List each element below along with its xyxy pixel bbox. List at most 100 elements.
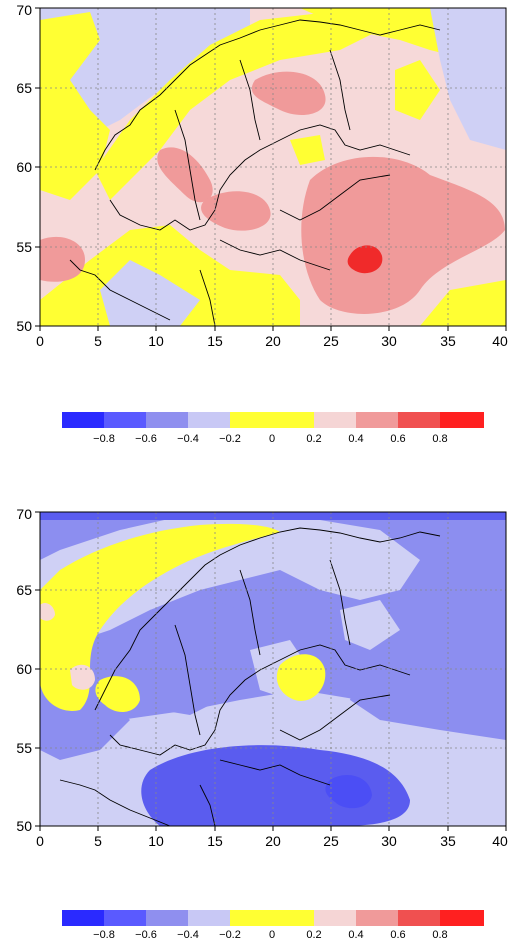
bottom-map-coastlines [59, 527, 441, 826]
field-pink-small [70, 664, 95, 690]
top-xtick-6: 30 [381, 333, 397, 349]
top-xtick-5: 25 [323, 333, 339, 349]
top-ytick-1: 55 [16, 239, 32, 255]
field-yellow-small [290, 135, 325, 165]
top-xtick-4: 20 [265, 333, 281, 349]
bottom-map-y-tick-labels: 50 55 60 65 70 [16, 506, 32, 834]
top-colorbar: −0.8 −0.6 −0.4 −0.2 0 0.2 0.4 0.6 0.8 [62, 412, 484, 445]
cb2-label-2: −0.4 [177, 929, 199, 941]
field-yellow-finland [276, 654, 326, 701]
top-map-x-tick-labels: 0 5 10 15 20 25 30 35 40 [36, 333, 508, 349]
top-xtick-1: 5 [94, 333, 102, 349]
cb1-label-7: 0.6 [390, 433, 405, 445]
bottom-colorbar-swatches [62, 910, 484, 926]
coast-norway [94, 19, 441, 171]
border-finland-russia [329, 49, 351, 131]
field-lightblue-ne [430, 8, 506, 150]
bot-xtick-7: 35 [440, 833, 456, 849]
top-colorbar-labels: −0.8 −0.6 −0.4 −0.2 0 0.2 0.4 0.6 0.8 [93, 433, 448, 445]
coast-baltic [109, 124, 411, 231]
cb2-label-5: 0.2 [306, 929, 321, 941]
field-pink-finland [251, 71, 326, 115]
field-blue-sweden [135, 595, 250, 715]
top-map-field [40, 8, 506, 326]
cb1-label-8: 0.8 [432, 433, 447, 445]
field-pink-sweden [157, 147, 213, 203]
cb1-label-1: −0.6 [135, 433, 157, 445]
top-map-coastlines [69, 19, 441, 326]
cb2-label-6: 0.4 [348, 929, 363, 941]
bot-xtick-8: 40 [492, 833, 508, 849]
bot-xtick-4: 20 [265, 833, 281, 849]
field-pink-west [40, 236, 85, 282]
top-ytick-3: 65 [16, 80, 32, 96]
cb1-label-6: 0.4 [348, 433, 363, 445]
bottom-map-gridlines [40, 512, 506, 826]
field-darkblue-core [325, 775, 372, 809]
cb2-label-8: 0.8 [432, 929, 447, 941]
border-norway-sweden [174, 109, 201, 221]
top-xtick-7: 35 [440, 333, 456, 349]
bot-ytick-2: 60 [16, 661, 32, 677]
coast-norway-b [94, 527, 441, 711]
field-pink-russia [301, 156, 505, 314]
field-yellow-sw-norway [95, 676, 140, 712]
top-ytick-0: 50 [16, 318, 32, 334]
bottom-map: 0 5 10 15 20 25 30 35 40 50 55 60 65 70 [16, 506, 508, 849]
cb1-label-0: −0.8 [93, 433, 115, 445]
border-poland-b [219, 759, 331, 786]
bot-xtick-5: 25 [323, 833, 339, 849]
bot-xtick-1: 5 [94, 833, 102, 849]
bot-ytick-0: 50 [16, 818, 32, 834]
bot-ytick-1: 55 [16, 740, 32, 756]
border-swe-fin-b [239, 569, 261, 656]
border-baltics [279, 174, 391, 221]
border-baltics-b [279, 694, 391, 741]
top-map-y-tick-labels: 50 55 60 65 70 [16, 2, 32, 334]
cb1-label-4: 0 [269, 433, 275, 445]
field-lightblue-south [100, 260, 200, 326]
field-yellow-coast [95, 12, 380, 200]
field-lightblue-finland [340, 600, 400, 650]
coast-north-sea-b [59, 779, 171, 826]
cb1-label-3: −0.2 [219, 433, 241, 445]
top-map-panel: 0 5 10 15 20 25 30 35 40 50 55 60 65 70 [0, 0, 529, 370]
border-fin-rus-b [329, 559, 351, 646]
bottom-map-tickmarks [35, 511, 507, 831]
top-ytick-4: 70 [16, 2, 32, 18]
cb1-label-5: 0.2 [306, 433, 321, 445]
field-yellow-west [40, 12, 110, 200]
bottom-colorbar: −0.8 −0.6 −0.4 −0.2 0 0.2 0.4 0.6 0.8 [62, 910, 484, 941]
top-xtick-3: 15 [207, 333, 223, 349]
top-xtick-0: 0 [36, 333, 44, 349]
bot-xtick-0: 0 [36, 833, 44, 849]
top-xtick-8: 40 [492, 333, 508, 349]
cb2-label-0: −0.8 [93, 929, 115, 941]
field-yellow-se [420, 280, 506, 326]
border-nor-swe-b [174, 624, 201, 736]
bot-ytick-4: 70 [16, 506, 32, 522]
bot-xtick-6: 30 [381, 833, 397, 849]
top-ytick-2: 60 [16, 159, 32, 175]
coast-baltic-b [109, 644, 411, 756]
cb2-label-3: −0.2 [219, 929, 241, 941]
bot-xtick-3: 15 [207, 833, 223, 849]
top-xtick-2: 10 [148, 333, 164, 349]
top-map: 0 5 10 15 20 25 30 35 40 50 55 60 65 70 [16, 2, 508, 349]
border-germany-b [199, 784, 216, 826]
cb2-label-1: −0.6 [135, 929, 157, 941]
bot-ytick-3: 65 [16, 582, 32, 598]
field-darkblue-top [40, 512, 506, 520]
top-colorbar-swatches [62, 412, 484, 428]
top-map-gridlines [40, 8, 506, 326]
bottom-map-x-tick-labels: 0 5 10 15 20 25 30 35 40 [36, 833, 508, 849]
border-sweden-finland [239, 59, 261, 141]
top-map-tickmarks [35, 7, 507, 331]
field-red-core [347, 245, 383, 274]
border-poland [219, 239, 331, 271]
bottom-map-panel: 0 5 10 15 20 25 30 35 40 50 55 60 65 70 [0, 500, 529, 870]
bottom-map-field [40, 512, 506, 826]
coast-north-sea [69, 259, 171, 321]
bot-xtick-2: 10 [148, 833, 164, 849]
cb2-label-4: 0 [269, 929, 275, 941]
